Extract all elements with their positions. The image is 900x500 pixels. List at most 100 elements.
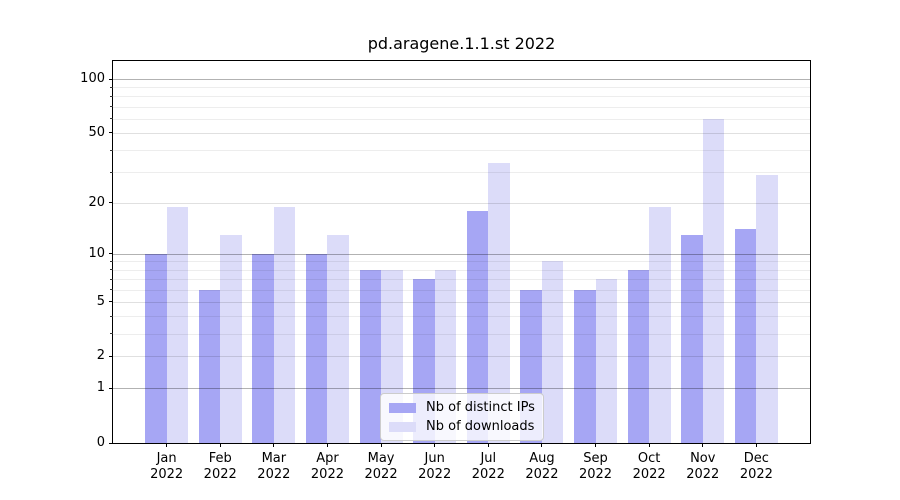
x-tick-apr: [326, 443, 328, 447]
x-tick-label-may: May 2022: [364, 451, 398, 482]
legend-swatch-downloads: [389, 421, 416, 432]
x-tick-label-aug: Aug 2022: [525, 451, 559, 482]
bar-downloads-nov: [702, 118, 725, 443]
y-tick-label-50: 50: [88, 124, 105, 140]
x-tick-dec: [755, 443, 757, 447]
y-tick-label-10: 10: [88, 245, 105, 261]
gridline-y-30: [113, 172, 810, 174]
x-tick-label-oct: Oct 2022: [632, 451, 666, 482]
bar-ips-sep: [574, 289, 596, 443]
gridline-y-50: [113, 132, 810, 134]
x-tick-jun: [434, 443, 436, 447]
x-tick-label-mar: Mar 2022: [257, 451, 291, 482]
x-tick-label-apr: Apr 2022: [310, 451, 344, 482]
y-tick-label-5: 5: [96, 293, 105, 309]
gridline-y-6: [113, 289, 810, 291]
y-tick-0: [109, 442, 113, 444]
x-tick-label-dec: Dec 2022: [739, 451, 773, 482]
gridline-y-9: [113, 261, 810, 263]
x-tick-jan: [166, 443, 168, 447]
y-tick-label-20: 20: [88, 194, 105, 210]
x-tick-aug: [541, 443, 543, 447]
bar-ips-nov: [681, 234, 703, 443]
y-minortick-30: [110, 171, 113, 173]
bar-downloads-jul: [488, 162, 510, 443]
bar-ips-apr: [305, 253, 328, 443]
gridline-y-70: [113, 106, 810, 108]
y-tick-50: [109, 132, 113, 134]
bar-downloads-feb: [220, 234, 242, 443]
bar-downloads-aug: [541, 261, 564, 443]
bar-downloads-sep: [595, 279, 618, 443]
x-tick-nov: [702, 443, 704, 447]
gridline-y-4: [113, 316, 810, 318]
bar-downloads-apr: [327, 234, 349, 443]
legend-label-downloads: Nb of downloads: [426, 419, 535, 434]
bar-downloads-mar: [273, 206, 296, 443]
chart-title: pd.aragene.1.1.st 2022: [367, 34, 556, 53]
gridline-y-2: [113, 356, 810, 358]
bar-downloads-jan: [166, 206, 189, 443]
legend-label-distinct-ips: Nb of distinct IPs: [426, 400, 535, 415]
gridline-y-3: [113, 333, 810, 335]
x-tick-mar: [273, 443, 275, 447]
bar-ips-dec: [734, 229, 757, 443]
y-tick-20: [109, 202, 113, 204]
x-tick-may: [380, 443, 382, 447]
x-tick-oct: [648, 443, 650, 447]
legend-item-downloads: Nb of downloads: [389, 417, 535, 436]
bar-ips-may: [359, 269, 382, 443]
y-minortick-40: [110, 149, 113, 151]
y-minortick-7: [110, 278, 113, 280]
legend: Nb of distinct IPs Nb of downloads: [380, 393, 544, 441]
gridline-y-40: [113, 150, 810, 152]
x-tick-label-feb: Feb 2022: [203, 451, 237, 482]
y-minortick-8: [110, 269, 113, 271]
y-minortick-3: [110, 333, 113, 335]
y-tick-label-2: 2: [96, 348, 105, 364]
y-tick-100: [109, 78, 113, 80]
y-tick-label-0: 0: [96, 435, 105, 450]
gridline-y-1: [113, 388, 810, 390]
x-tick-feb: [219, 443, 221, 447]
bar-ips-jul: [466, 210, 489, 443]
x-tick-label-sep: Sep 2022: [578, 451, 613, 482]
bar-ips-feb: [198, 289, 221, 443]
gridline-y-20: [113, 202, 810, 204]
y-tick-1: [109, 387, 113, 389]
y-minortick-60: [110, 118, 113, 120]
y-tick-2: [109, 355, 113, 357]
gridline-y-80: [113, 96, 810, 98]
gridline-y-8: [113, 269, 810, 271]
x-tick-sep: [595, 443, 597, 447]
legend-item-distinct-ips: Nb of distinct IPs: [389, 398, 535, 417]
x-tick-label-jan: Jan 2022: [150, 451, 184, 482]
gridline-y-90: [113, 87, 810, 89]
plot-area: [112, 60, 811, 444]
bars-layer: [113, 61, 810, 443]
grid-layer: [113, 61, 810, 443]
x-tick-label-nov: Nov 2022: [686, 451, 720, 482]
bar-ips-mar: [252, 253, 274, 443]
y-minortick-6: [110, 289, 113, 291]
x-tick-label-jun: Jun 2022: [418, 451, 452, 482]
y-minortick-4: [110, 315, 113, 317]
bar-ips-oct: [627, 269, 650, 443]
y-minortick-90: [110, 86, 113, 88]
y-tick-5: [109, 301, 113, 303]
x-tick-label-jul: Jul 2022: [471, 451, 505, 482]
y-tick-label-1: 1: [96, 380, 105, 396]
legend-swatch-distinct-ips: [389, 402, 416, 413]
bar-downloads-oct: [649, 206, 671, 443]
gridline-y-100: [113, 79, 810, 81]
y-tick-10: [109, 253, 113, 255]
gridline-y-5: [113, 301, 810, 303]
x-tick-jul: [487, 443, 489, 447]
y-tick-label-100: 100: [80, 71, 105, 87]
gridline-y-10: [113, 253, 810, 255]
gridline-y-7: [113, 279, 810, 281]
y-minortick-9: [110, 260, 113, 262]
gridline-y-60: [113, 118, 810, 120]
y-minortick-70: [110, 106, 113, 108]
bar-ips-jan: [145, 253, 167, 443]
